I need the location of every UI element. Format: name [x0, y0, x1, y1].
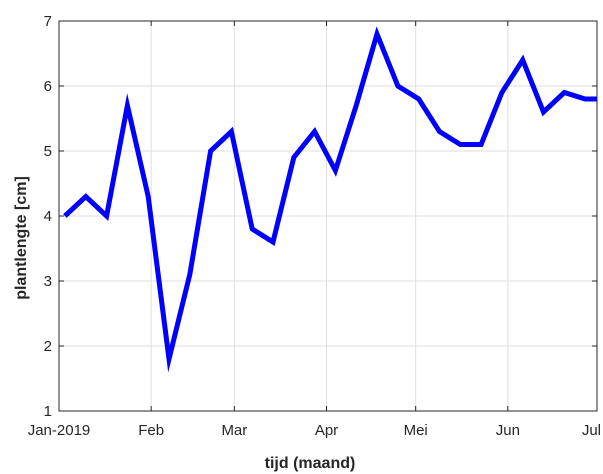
- x-tick-label: Feb: [138, 422, 164, 439]
- y-tick-label: 7: [44, 13, 52, 30]
- y-tick-label: 3: [44, 273, 52, 290]
- y-tick-label: 6: [44, 78, 52, 95]
- y-axis-title: plantlengte [cm]: [13, 176, 30, 300]
- y-tick-label: 5: [44, 143, 52, 160]
- y-tick-label: 2: [44, 338, 52, 355]
- series-line: [63, 26, 597, 373]
- series-layer: [63, 26, 597, 373]
- tick-labels: 1 2 3 4 5 6 7 Jan-2019 Feb Mar Apr Mei Jun Jul: [28, 13, 601, 439]
- x-axis-title: tijd (maand): [265, 455, 356, 472]
- y-tick-label: 4: [44, 208, 52, 225]
- x-tick-label: Jun: [496, 422, 520, 439]
- y-tick-label: 1: [44, 403, 52, 420]
- x-tick-label: Apr: [315, 422, 338, 439]
- x-tick-label: Mar: [221, 422, 247, 439]
- x-tick-label: Mei: [404, 422, 428, 439]
- x-tick-label: Jul: [582, 422, 601, 439]
- tick-marks: [58, 20, 598, 412]
- x-tick-label: Jan-2019: [28, 422, 91, 439]
